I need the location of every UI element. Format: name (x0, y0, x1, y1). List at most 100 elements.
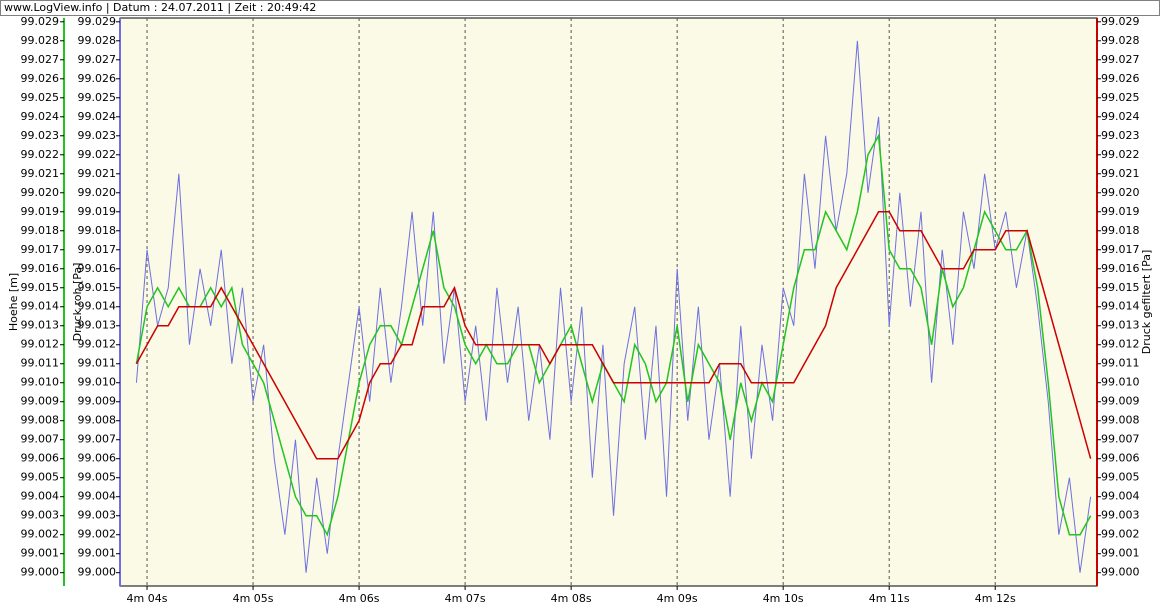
y2-tick-label: 99.011 (1101, 357, 1140, 370)
y-tick-label: 99.010 (21, 376, 60, 389)
y-tick-label: 99.017 (21, 243, 60, 256)
y-tick-label: 99.029 (21, 15, 60, 28)
y-tick-label: 99.002 (78, 528, 117, 541)
y-tick-label: 99.023 (21, 129, 60, 142)
y-tick-label: 99.004 (21, 490, 60, 503)
y-tick-label: 99.012 (78, 338, 117, 351)
y-tick-label: 99.022 (21, 148, 60, 161)
y-tick-label: 99.019 (21, 205, 60, 218)
y2-tick-label: 99.003 (1101, 509, 1140, 522)
y2-tick-label: 99.012 (1101, 338, 1140, 351)
y-tick-label: 99.027 (21, 53, 60, 66)
y-tick-label: 99.003 (78, 509, 117, 522)
chart-title: www.LogView.info | Datum : 24.07.2011 | … (4, 1, 316, 14)
y-tick-label: 99.000 (21, 566, 60, 579)
y2-tick-label: 99.022 (1101, 148, 1140, 161)
y-tick-label: 99.024 (21, 110, 60, 123)
y-tick-label: 99.012 (21, 338, 60, 351)
y2-axis-label: Druck gefiltert [Pa] (1140, 250, 1153, 355)
y-tick-label: 99.013 (78, 319, 117, 332)
y-tick-label: 99.011 (21, 357, 60, 370)
y-tick-label: 99.005 (21, 471, 60, 484)
y-tick-label: 99.016 (21, 262, 60, 275)
y-tick-label: 99.017 (78, 243, 117, 256)
y2-tick-label: 99.020 (1101, 186, 1140, 199)
y-tick-label: 99.001 (78, 547, 117, 560)
series-line (135, 40, 1092, 573)
y2-tick-label: 99.007 (1101, 433, 1140, 446)
y-tick-label: 99.005 (78, 471, 117, 484)
y-tick-label: 99.014 (21, 300, 60, 313)
x-tick-label: 4m 07s (445, 592, 486, 605)
y2-tick-label: 99.027 (1101, 53, 1140, 66)
y2-tick-label: 99.000 (1101, 566, 1140, 579)
y-tick-label: 99.008 (21, 414, 60, 427)
y-tick-label: 99.028 (21, 34, 60, 47)
y-tick-label: 99.008 (78, 414, 117, 427)
y2-tick-label: 99.013 (1101, 319, 1140, 332)
y-tick-label: 99.015 (21, 281, 60, 294)
y-tick-label: 99.025 (21, 91, 60, 104)
y-tick-label: 99.028 (78, 34, 117, 47)
y-tick-label: 99.019 (78, 205, 117, 218)
y-tick-label: 99.006 (21, 452, 60, 465)
y-tick-label: 99.029 (78, 15, 117, 28)
y-tick-label: 99.023 (78, 129, 117, 142)
y-tick-label: 99.024 (78, 110, 117, 123)
x-tick-label: 4m 06s (339, 592, 380, 605)
y-tick-label: 99.021 (21, 167, 60, 180)
y-tick-label: 99.009 (21, 395, 60, 408)
y-tick-label: 99.010 (78, 376, 117, 389)
y2-tick-label: 99.026 (1101, 72, 1140, 85)
y2-tick-label: 99.014 (1101, 300, 1140, 313)
x-tick-label: 4m 04s (127, 592, 168, 605)
y-tick-label: 99.015 (78, 281, 117, 294)
y-tick-label: 99.014 (78, 300, 117, 313)
y-tick-label: 99.026 (78, 72, 117, 85)
y-axis-label: Hoehe [m] (7, 273, 20, 331)
y2-tick-label: 99.017 (1101, 243, 1140, 256)
y2-tick-label: 99.006 (1101, 452, 1140, 465)
y-tick-label: 99.020 (78, 186, 117, 199)
y-tick-label: 99.006 (78, 452, 117, 465)
y-axis-label: Druck roh [Pa] (71, 263, 84, 342)
y-tick-label: 99.020 (21, 186, 60, 199)
y-tick-label: 99.003 (21, 509, 60, 522)
y2-tick-label: 99.025 (1101, 91, 1140, 104)
x-tick-label: 4m 09s (657, 592, 698, 605)
x-tick-label: 4m 05s (233, 592, 274, 605)
y-tick-label: 99.022 (78, 148, 117, 161)
y2-tick-label: 99.023 (1101, 129, 1140, 142)
y-tick-label: 99.001 (21, 547, 60, 560)
y-tick-label: 99.016 (78, 262, 117, 275)
series-line (135, 211, 1092, 460)
x-tick-label: 4m 08s (551, 592, 592, 605)
y2-tick-label: 99.019 (1101, 205, 1140, 218)
y-tick-label: 99.025 (78, 91, 117, 104)
y2-tick-label: 99.028 (1101, 34, 1140, 47)
y-tick-label: 99.002 (21, 528, 60, 541)
y2-tick-label: 99.024 (1101, 110, 1140, 123)
y2-tick-label: 99.018 (1101, 224, 1140, 237)
y-tick-label: 99.007 (78, 433, 117, 446)
y2-tick-label: 99.010 (1101, 376, 1140, 389)
y-tick-label: 99.011 (78, 357, 117, 370)
y-tick-label: 99.026 (21, 72, 60, 85)
y-tick-label: 99.018 (78, 224, 117, 237)
y2-tick-label: 99.002 (1101, 528, 1140, 541)
y2-tick-label: 99.005 (1101, 471, 1140, 484)
y2-tick-label: 99.021 (1101, 167, 1140, 180)
y-tick-label: 99.004 (78, 490, 117, 503)
y2-tick-label: 99.029 (1101, 15, 1140, 28)
x-tick-label: 4m 10s (763, 592, 804, 605)
plot-area (119, 17, 1098, 587)
y2-tick-label: 99.008 (1101, 414, 1140, 427)
x-tick-label: 4m 11s (869, 592, 910, 605)
y2-tick-label: 99.009 (1101, 395, 1140, 408)
y2-tick-label: 99.004 (1101, 490, 1140, 503)
y-tick-label: 99.009 (78, 395, 117, 408)
y-tick-label: 99.000 (78, 566, 117, 579)
y-tick-label: 99.007 (21, 433, 60, 446)
y2-tick-label: 99.015 (1101, 281, 1140, 294)
y-tick-label: 99.013 (21, 319, 60, 332)
